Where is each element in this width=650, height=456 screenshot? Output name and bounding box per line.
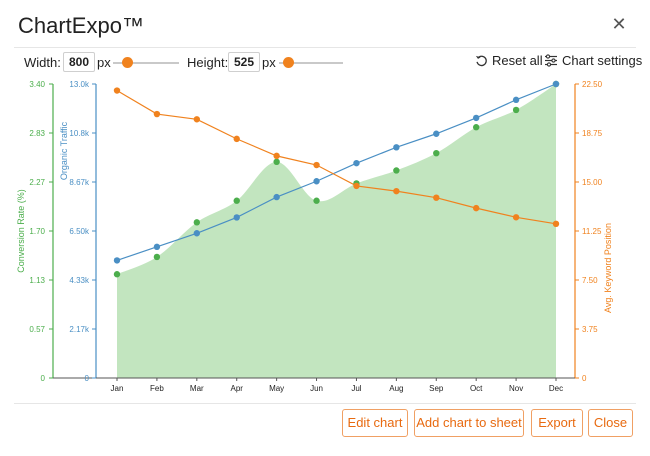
conversion-tick-label: 1.70	[29, 227, 45, 236]
organic-traffic-point	[193, 230, 201, 237]
organic-traffic-point	[153, 243, 161, 251]
conversion-tick-label: 1.13	[29, 276, 45, 285]
position-tick-label: 15.00	[582, 178, 603, 187]
position-tick-label: 22.50	[582, 80, 603, 89]
keyword-position-point	[273, 152, 280, 160]
conversion-rate-point	[273, 158, 280, 166]
position-axis-title: Avg. Keyword Position	[603, 223, 613, 313]
position-tick-label: 11.25	[582, 227, 602, 236]
conversion-rate-area	[117, 84, 556, 378]
export-button[interactable]: Export	[531, 409, 583, 437]
x-tick-label: Sep	[429, 384, 444, 393]
width-label: Width:	[24, 55, 61, 70]
keyword-position-point	[153, 110, 161, 118]
conversion-rate-point	[313, 197, 320, 204]
header-divider	[14, 47, 636, 48]
conversion-rate-point	[153, 253, 161, 261]
position-tick-label: 0	[582, 374, 587, 383]
reset-all-label: Reset all	[492, 53, 543, 68]
height-unit: px	[262, 55, 276, 70]
position-tick-label: 3.75	[582, 325, 598, 334]
conversion-tick-label: 0.57	[29, 325, 45, 334]
conversion-tick-label: 2.27	[29, 178, 45, 187]
traffic-tick-label: 13.0k	[69, 80, 90, 89]
x-tick-label: Jul	[351, 384, 361, 393]
traffic-tick-label: 6.50k	[69, 227, 90, 236]
x-tick-label: Jun	[310, 384, 323, 393]
organic-traffic-point	[273, 193, 280, 201]
keyword-position-point	[512, 214, 520, 221]
keyword-position-line	[116, 90, 557, 225]
conversion-rate-point	[233, 197, 240, 204]
conversion-tick-label: 0	[41, 374, 46, 383]
x-tick-label: Apr	[231, 384, 244, 393]
traffic-tick-label: 10.8k	[69, 129, 90, 138]
edit-chart-button[interactable]: Edit chart	[342, 409, 408, 437]
organic-traffic-point	[472, 114, 480, 122]
width-input[interactable]: 800	[63, 52, 95, 72]
x-tick-label: Jan	[111, 384, 124, 393]
x-tick-label: Dec	[549, 384, 563, 393]
chart-canvas: 0 0 0 0.57 2.17k 3.75 1.13 4.33k 7.50 1.70 6.50k 11…	[16, 80, 613, 393]
position-tick-label: 18.75	[582, 129, 603, 138]
add-chart-to-sheet-button[interactable]: Add chart to sheet	[414, 409, 524, 437]
conversion-rate-point	[393, 167, 400, 174]
keyword-position-point	[393, 187, 400, 195]
organic-traffic-point	[393, 144, 400, 151]
keyword-position-point	[193, 116, 201, 123]
conversion-rate-point	[193, 219, 201, 226]
keyword-position-point	[433, 194, 440, 201]
organic-traffic-point	[512, 96, 520, 104]
organic-traffic-point	[552, 80, 560, 88]
reset-all-button[interactable]: Reset all	[475, 53, 543, 68]
chart-settings-button[interactable]: Chart settings	[544, 53, 642, 68]
conversion-axis-title: Conversion Rate (%)	[16, 189, 26, 273]
organic-traffic-point	[353, 159, 360, 167]
x-tick-label: May	[269, 384, 284, 393]
traffic-tick-label: 0	[85, 374, 90, 383]
position-tick-label: 7.50	[582, 276, 598, 285]
chart-settings-label: Chart settings	[562, 53, 643, 68]
keyword-position-point	[113, 87, 121, 94]
conversion-rate-point	[113, 271, 121, 278]
width-slider-handle[interactable]	[122, 57, 133, 68]
conversion-rate-point	[433, 149, 440, 157]
x-tick-label: Aug	[389, 384, 403, 393]
width-slider[interactable]	[113, 62, 179, 64]
traffic-tick-label: 2.17k	[69, 325, 90, 334]
keyword-position-point	[472, 204, 480, 212]
conversion-rate-point	[472, 124, 480, 131]
footer-divider	[14, 403, 636, 404]
height-input[interactable]: 525	[228, 52, 260, 72]
reset-icon	[475, 55, 487, 67]
keyword-position-point	[353, 182, 360, 190]
traffic-axis-title: Organic Traffic	[59, 121, 69, 180]
close-icon[interactable]: ✕	[611, 14, 627, 34]
organic-traffic-line	[116, 83, 557, 261]
organic-traffic-point	[313, 178, 320, 185]
conversion-tick-label: 2.83	[29, 129, 45, 138]
close-button[interactable]: Close	[588, 409, 633, 437]
x-tick-label: Feb	[150, 384, 164, 393]
height-label: Height:	[187, 55, 229, 70]
width-unit: px	[97, 55, 111, 70]
x-tick-label: Mar	[190, 384, 204, 393]
organic-traffic-point	[233, 214, 240, 221]
keyword-position-point	[313, 161, 320, 169]
keyword-position-point	[233, 135, 240, 143]
window-title: ChartExpo™	[18, 13, 144, 38]
traffic-tick-label: 8.67k	[69, 178, 90, 187]
organic-traffic-point	[433, 130, 440, 137]
x-tick-label: Nov	[509, 384, 523, 393]
conversion-rate-point	[512, 106, 520, 114]
toolbar: Width: 800 px Height: 525 px Reset all C…	[0, 51, 650, 75]
height-slider[interactable]	[279, 62, 343, 64]
conversion-tick-label: 3.40	[29, 80, 45, 89]
keyword-position-point	[552, 220, 560, 228]
organic-traffic-point	[113, 257, 121, 264]
x-tick-label: Oct	[470, 384, 483, 393]
height-slider-handle[interactable]	[283, 57, 294, 68]
sliders-icon	[545, 54, 557, 67]
traffic-tick-label: 4.33k	[69, 276, 90, 285]
